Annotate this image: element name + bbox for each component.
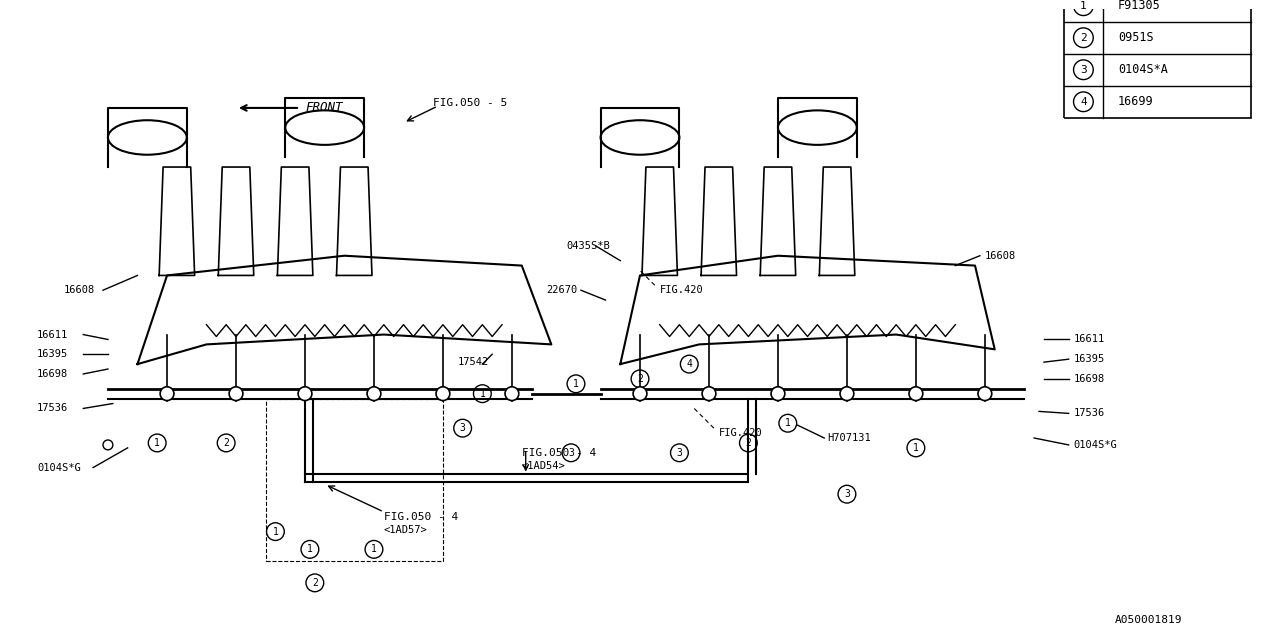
Circle shape xyxy=(771,387,785,401)
Text: 4: 4 xyxy=(686,359,692,369)
Text: 22670: 22670 xyxy=(547,285,577,295)
Text: 16395: 16395 xyxy=(1074,354,1105,364)
Text: F91305: F91305 xyxy=(1117,0,1161,12)
Text: 16395: 16395 xyxy=(37,349,68,359)
Circle shape xyxy=(367,387,381,401)
Text: 1: 1 xyxy=(480,388,485,399)
Text: 2: 2 xyxy=(745,438,751,448)
Circle shape xyxy=(506,387,518,401)
Text: 16611: 16611 xyxy=(37,330,68,340)
Text: <1AD54>: <1AD54> xyxy=(522,461,566,470)
Text: 16611: 16611 xyxy=(1074,335,1105,344)
Polygon shape xyxy=(701,167,736,275)
Text: 17542: 17542 xyxy=(458,357,489,367)
Text: 1: 1 xyxy=(785,418,791,428)
Bar xyxy=(265,399,443,561)
Polygon shape xyxy=(137,256,552,364)
Polygon shape xyxy=(643,167,677,275)
Text: 2: 2 xyxy=(223,438,229,448)
Text: 1: 1 xyxy=(573,379,579,389)
Circle shape xyxy=(298,387,312,401)
Polygon shape xyxy=(760,167,796,275)
Text: 3: 3 xyxy=(568,448,573,458)
Text: 16699: 16699 xyxy=(1117,95,1153,108)
Text: 3: 3 xyxy=(1080,65,1087,75)
Text: FRONT: FRONT xyxy=(305,101,343,115)
Text: 3: 3 xyxy=(844,489,850,499)
Text: 16608: 16608 xyxy=(984,251,1016,260)
Circle shape xyxy=(840,387,854,401)
Text: 1: 1 xyxy=(1080,1,1087,11)
Text: FIG.050 - 4: FIG.050 - 4 xyxy=(384,512,458,522)
Circle shape xyxy=(701,387,716,401)
Polygon shape xyxy=(159,167,195,275)
Polygon shape xyxy=(337,167,372,275)
Polygon shape xyxy=(819,167,855,275)
Text: 0435S*B: 0435S*B xyxy=(566,241,609,251)
Text: <1AD57>: <1AD57> xyxy=(384,525,428,534)
Text: 17536: 17536 xyxy=(1074,408,1105,419)
Circle shape xyxy=(229,387,243,401)
Text: FIG.050 - 5: FIG.050 - 5 xyxy=(433,98,507,108)
Text: 16698: 16698 xyxy=(37,369,68,379)
Circle shape xyxy=(978,387,992,401)
Circle shape xyxy=(909,387,923,401)
Text: 1: 1 xyxy=(273,527,278,536)
Polygon shape xyxy=(278,167,312,275)
Text: 17536: 17536 xyxy=(37,403,68,413)
Text: 1: 1 xyxy=(371,545,376,554)
Text: 16608: 16608 xyxy=(64,285,95,295)
Polygon shape xyxy=(219,167,253,275)
Text: FIG.420: FIG.420 xyxy=(659,285,704,295)
Text: A050001819: A050001819 xyxy=(1115,615,1181,625)
Text: 0104S*A: 0104S*A xyxy=(1117,63,1167,76)
Text: H707131: H707131 xyxy=(827,433,870,443)
Text: FIG.050 - 4: FIG.050 - 4 xyxy=(522,448,596,458)
Circle shape xyxy=(634,387,646,401)
Text: 1: 1 xyxy=(913,443,919,453)
Text: 3: 3 xyxy=(460,423,466,433)
Text: 2: 2 xyxy=(1080,33,1087,43)
Text: 0104S*G: 0104S*G xyxy=(1074,440,1117,450)
Polygon shape xyxy=(621,256,995,364)
Text: FIG.420: FIG.420 xyxy=(719,428,763,438)
Text: 3: 3 xyxy=(676,448,682,458)
Text: 4: 4 xyxy=(1080,97,1087,107)
Circle shape xyxy=(160,387,174,401)
Text: 2: 2 xyxy=(637,374,643,384)
Text: 1: 1 xyxy=(155,438,160,448)
Text: 0951S: 0951S xyxy=(1117,31,1153,44)
Text: 1: 1 xyxy=(307,545,312,554)
Text: 16698: 16698 xyxy=(1074,374,1105,384)
Text: 2: 2 xyxy=(312,578,317,588)
Text: 0104S*G: 0104S*G xyxy=(37,463,81,472)
Bar xyxy=(1064,0,1251,118)
Circle shape xyxy=(436,387,449,401)
